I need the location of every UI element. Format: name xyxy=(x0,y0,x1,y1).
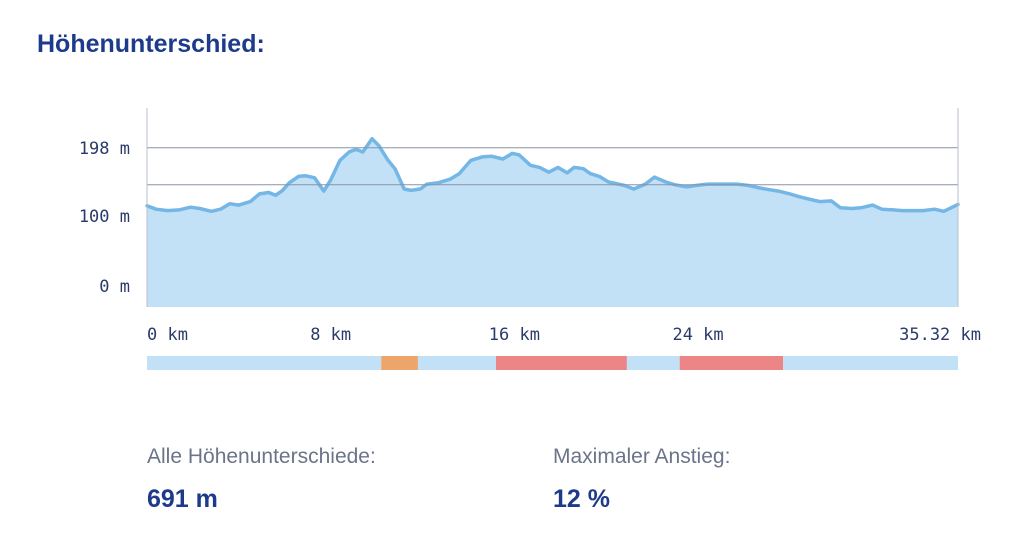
page-title: Höhenunterschied: xyxy=(37,30,265,58)
gradient-bar-segment xyxy=(381,356,418,370)
gradient-bar xyxy=(147,356,958,370)
x-tick-label: 16 km xyxy=(489,325,540,345)
x-tick-label: 8 km xyxy=(310,325,351,345)
gradient-bar-segment xyxy=(147,356,382,370)
gradient-bar-segment xyxy=(417,356,497,370)
x-tick-label: 24 km xyxy=(672,325,723,345)
gradient-bar-segment xyxy=(783,356,958,370)
label-layer: 198 m 100 m 0 m 0 km 8 km 16 km 24 km 35.32 km xyxy=(79,139,981,345)
elevation-line xyxy=(145,136,960,214)
elevation-area xyxy=(147,138,958,307)
y-tick-label: 198 m xyxy=(79,139,130,159)
max-incline-label: Maximaler Anstieg: xyxy=(553,445,731,468)
y-tick-label: 0 m xyxy=(99,277,130,297)
elevation-chart: 198 m 100 m 0 m 0 km 8 km 16 km 24 km 35.32 km xyxy=(79,108,981,370)
gradient-bar-segment xyxy=(679,356,784,370)
total-elevation-label: Alle Höhenunterschiede: xyxy=(147,445,376,468)
gradient-bar-segment xyxy=(496,356,627,370)
axis-layer xyxy=(146,108,959,307)
total-elevation-value: 691 m xyxy=(147,485,218,513)
area-layer xyxy=(145,136,960,307)
gradient-bar-segment xyxy=(626,356,680,370)
max-incline-value: 12 % xyxy=(553,485,610,513)
x-tick-label: 0 km xyxy=(147,325,188,345)
y-tick-label: 100 m xyxy=(79,207,130,227)
x-tick-label: 35.32 km xyxy=(899,325,981,345)
